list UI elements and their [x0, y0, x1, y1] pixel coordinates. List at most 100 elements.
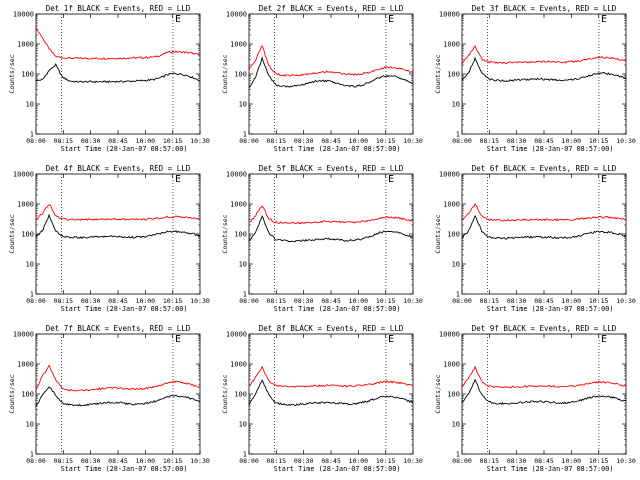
x-tick-label: 08:45: [534, 457, 554, 465]
x-tick-label: 08:00: [26, 457, 46, 465]
x-tick-label: 10:15: [163, 297, 183, 305]
lld-series-line: [35, 28, 201, 60]
y-tick-label: 100: [447, 231, 460, 239]
x-tick-label: 08:15: [480, 297, 500, 305]
chart-svg-6: Det 6f BLACK = Events, RED = LLD 1 10 100 10…: [434, 164, 636, 313]
lld-series-line: [35, 204, 201, 222]
x-tick-label: 08:15: [54, 137, 74, 145]
y-tick-label: 10: [26, 261, 34, 269]
y-tick-label: 100: [234, 71, 247, 79]
chart-svg-2: Det 2f BLACK = Events, RED = LLD 1 10 100 10…: [221, 4, 423, 153]
events-series-line: [248, 379, 414, 407]
x-tick-label: 10:00: [562, 457, 582, 465]
chart-title: Det 3f BLACK = Events, RED = LLD: [472, 4, 617, 13]
lld-series-line: [248, 365, 414, 389]
x-tick-label: 08:30: [507, 137, 527, 145]
x-tick-label: 08:00: [239, 297, 259, 305]
y-tick-label: 10000: [439, 11, 460, 19]
x-tick-label: 10:15: [163, 137, 183, 145]
y-axis-label: Counts/sec: [221, 374, 229, 413]
events-series-line: [35, 213, 200, 240]
x-tick-label: 10:30: [190, 297, 210, 305]
y-tick-label: 1000: [230, 41, 247, 49]
x-tick-label: 08:45: [108, 137, 128, 145]
event-marker-label: E: [601, 14, 607, 25]
y-axis-label: Counts/sec: [8, 374, 16, 413]
chart-title: Det 7f BLACK = Events, RED = LLD: [46, 324, 191, 333]
lld-series-line: [461, 45, 627, 65]
plot-frame: [248, 13, 414, 135]
x-axis-label: Start Time (28-Jan-07 08:57:00): [61, 465, 188, 473]
x-tick-label: 08:45: [321, 137, 341, 145]
x-tick-label: 10:30: [190, 457, 210, 465]
event-marker-label: E: [388, 334, 394, 345]
x-tick-label: 10:30: [403, 297, 423, 305]
x-tick-label: 10:00: [136, 457, 156, 465]
y-tick-label: 1: [30, 451, 34, 459]
y-axis-label: Counts/sec: [8, 214, 16, 253]
x-tick-label: 08:30: [507, 457, 527, 465]
x-tick-label: 08:45: [534, 297, 554, 305]
lld-series-line: [248, 205, 414, 225]
x-tick-label: 10:00: [349, 297, 369, 305]
x-tick-label: 08:45: [108, 457, 128, 465]
y-tick-label: 1000: [443, 41, 460, 49]
y-tick-label: 10: [452, 101, 460, 109]
y-tick-label: 1: [456, 451, 460, 459]
plot-frame: [35, 173, 201, 295]
lld-series-line: [461, 203, 627, 222]
events-series-line: [248, 56, 414, 88]
y-tick-label: 1: [30, 291, 34, 299]
plot-frame: [461, 13, 627, 135]
x-axis-label: Start Time (28-Jan-07 08:57:00): [487, 305, 614, 313]
x-tick-label: 08:15: [267, 457, 287, 465]
chart-title: Det 4f BLACK = Events, RED = LLD: [46, 164, 191, 173]
x-tick-label: 08:30: [507, 297, 527, 305]
y-tick-label: 1000: [17, 361, 34, 369]
x-tick-label: 08:00: [26, 297, 46, 305]
y-tick-label: 10: [26, 101, 34, 109]
x-tick-label: 10:30: [616, 457, 636, 465]
y-axis-label: Counts/sec: [434, 374, 442, 413]
x-tick-label: 10:00: [349, 137, 369, 145]
y-tick-label: 1000: [443, 201, 460, 209]
y-tick-label: 100: [21, 391, 34, 399]
y-tick-label: 1: [30, 131, 34, 139]
y-tick-label: 10000: [13, 331, 34, 339]
x-tick-label: 10:30: [616, 137, 636, 145]
x-tick-label: 08:15: [480, 457, 500, 465]
chart-svg-3: Det 3f BLACK = Events, RED = LLD 1 10 100 10…: [434, 4, 636, 153]
x-tick-label: 10:00: [562, 297, 582, 305]
chart-title: Det 9f BLACK = Events, RED = LLD: [472, 324, 617, 333]
y-axis-label: Counts/sec: [221, 54, 229, 93]
x-tick-label: 08:15: [54, 457, 74, 465]
detector-panel-8: Det 8f BLACK = Events, RED = LLD 1 10 100 10…: [213, 320, 426, 480]
x-tick-label: 08:45: [108, 297, 128, 305]
x-tick-label: 08:45: [321, 457, 341, 465]
detector-panel-7: Det 7f BLACK = Events, RED = LLD 1 10 100 10…: [0, 320, 213, 480]
x-tick-label: 10:00: [349, 457, 369, 465]
x-tick-label: 08:15: [267, 137, 287, 145]
x-tick-label: 08:15: [267, 297, 287, 305]
y-tick-label: 10000: [13, 171, 34, 179]
event-marker-label: E: [601, 334, 607, 345]
x-tick-label: 08:30: [81, 297, 101, 305]
chart-svg-5: Det 5f BLACK = Events, RED = LLD 1 10 100 10…: [221, 164, 423, 313]
x-tick-label: 10:15: [589, 457, 609, 465]
y-axis-label: Counts/sec: [221, 214, 229, 253]
y-tick-label: 100: [21, 71, 34, 79]
lld-series-line: [248, 45, 414, 78]
y-tick-label: 1000: [17, 41, 34, 49]
y-axis-label: Counts/sec: [434, 54, 442, 93]
y-tick-label: 10: [452, 421, 460, 429]
event-marker-label: E: [175, 334, 181, 345]
x-tick-label: 10:15: [589, 137, 609, 145]
plot-frame: [461, 173, 627, 295]
x-axis-label: Start Time (28-Jan-07 08:57:00): [487, 465, 614, 473]
y-tick-label: 1000: [443, 361, 460, 369]
x-tick-label: 08:00: [452, 137, 472, 145]
x-tick-label: 10:15: [589, 297, 609, 305]
x-tick-label: 10:30: [403, 457, 423, 465]
y-tick-label: 100: [234, 391, 247, 399]
